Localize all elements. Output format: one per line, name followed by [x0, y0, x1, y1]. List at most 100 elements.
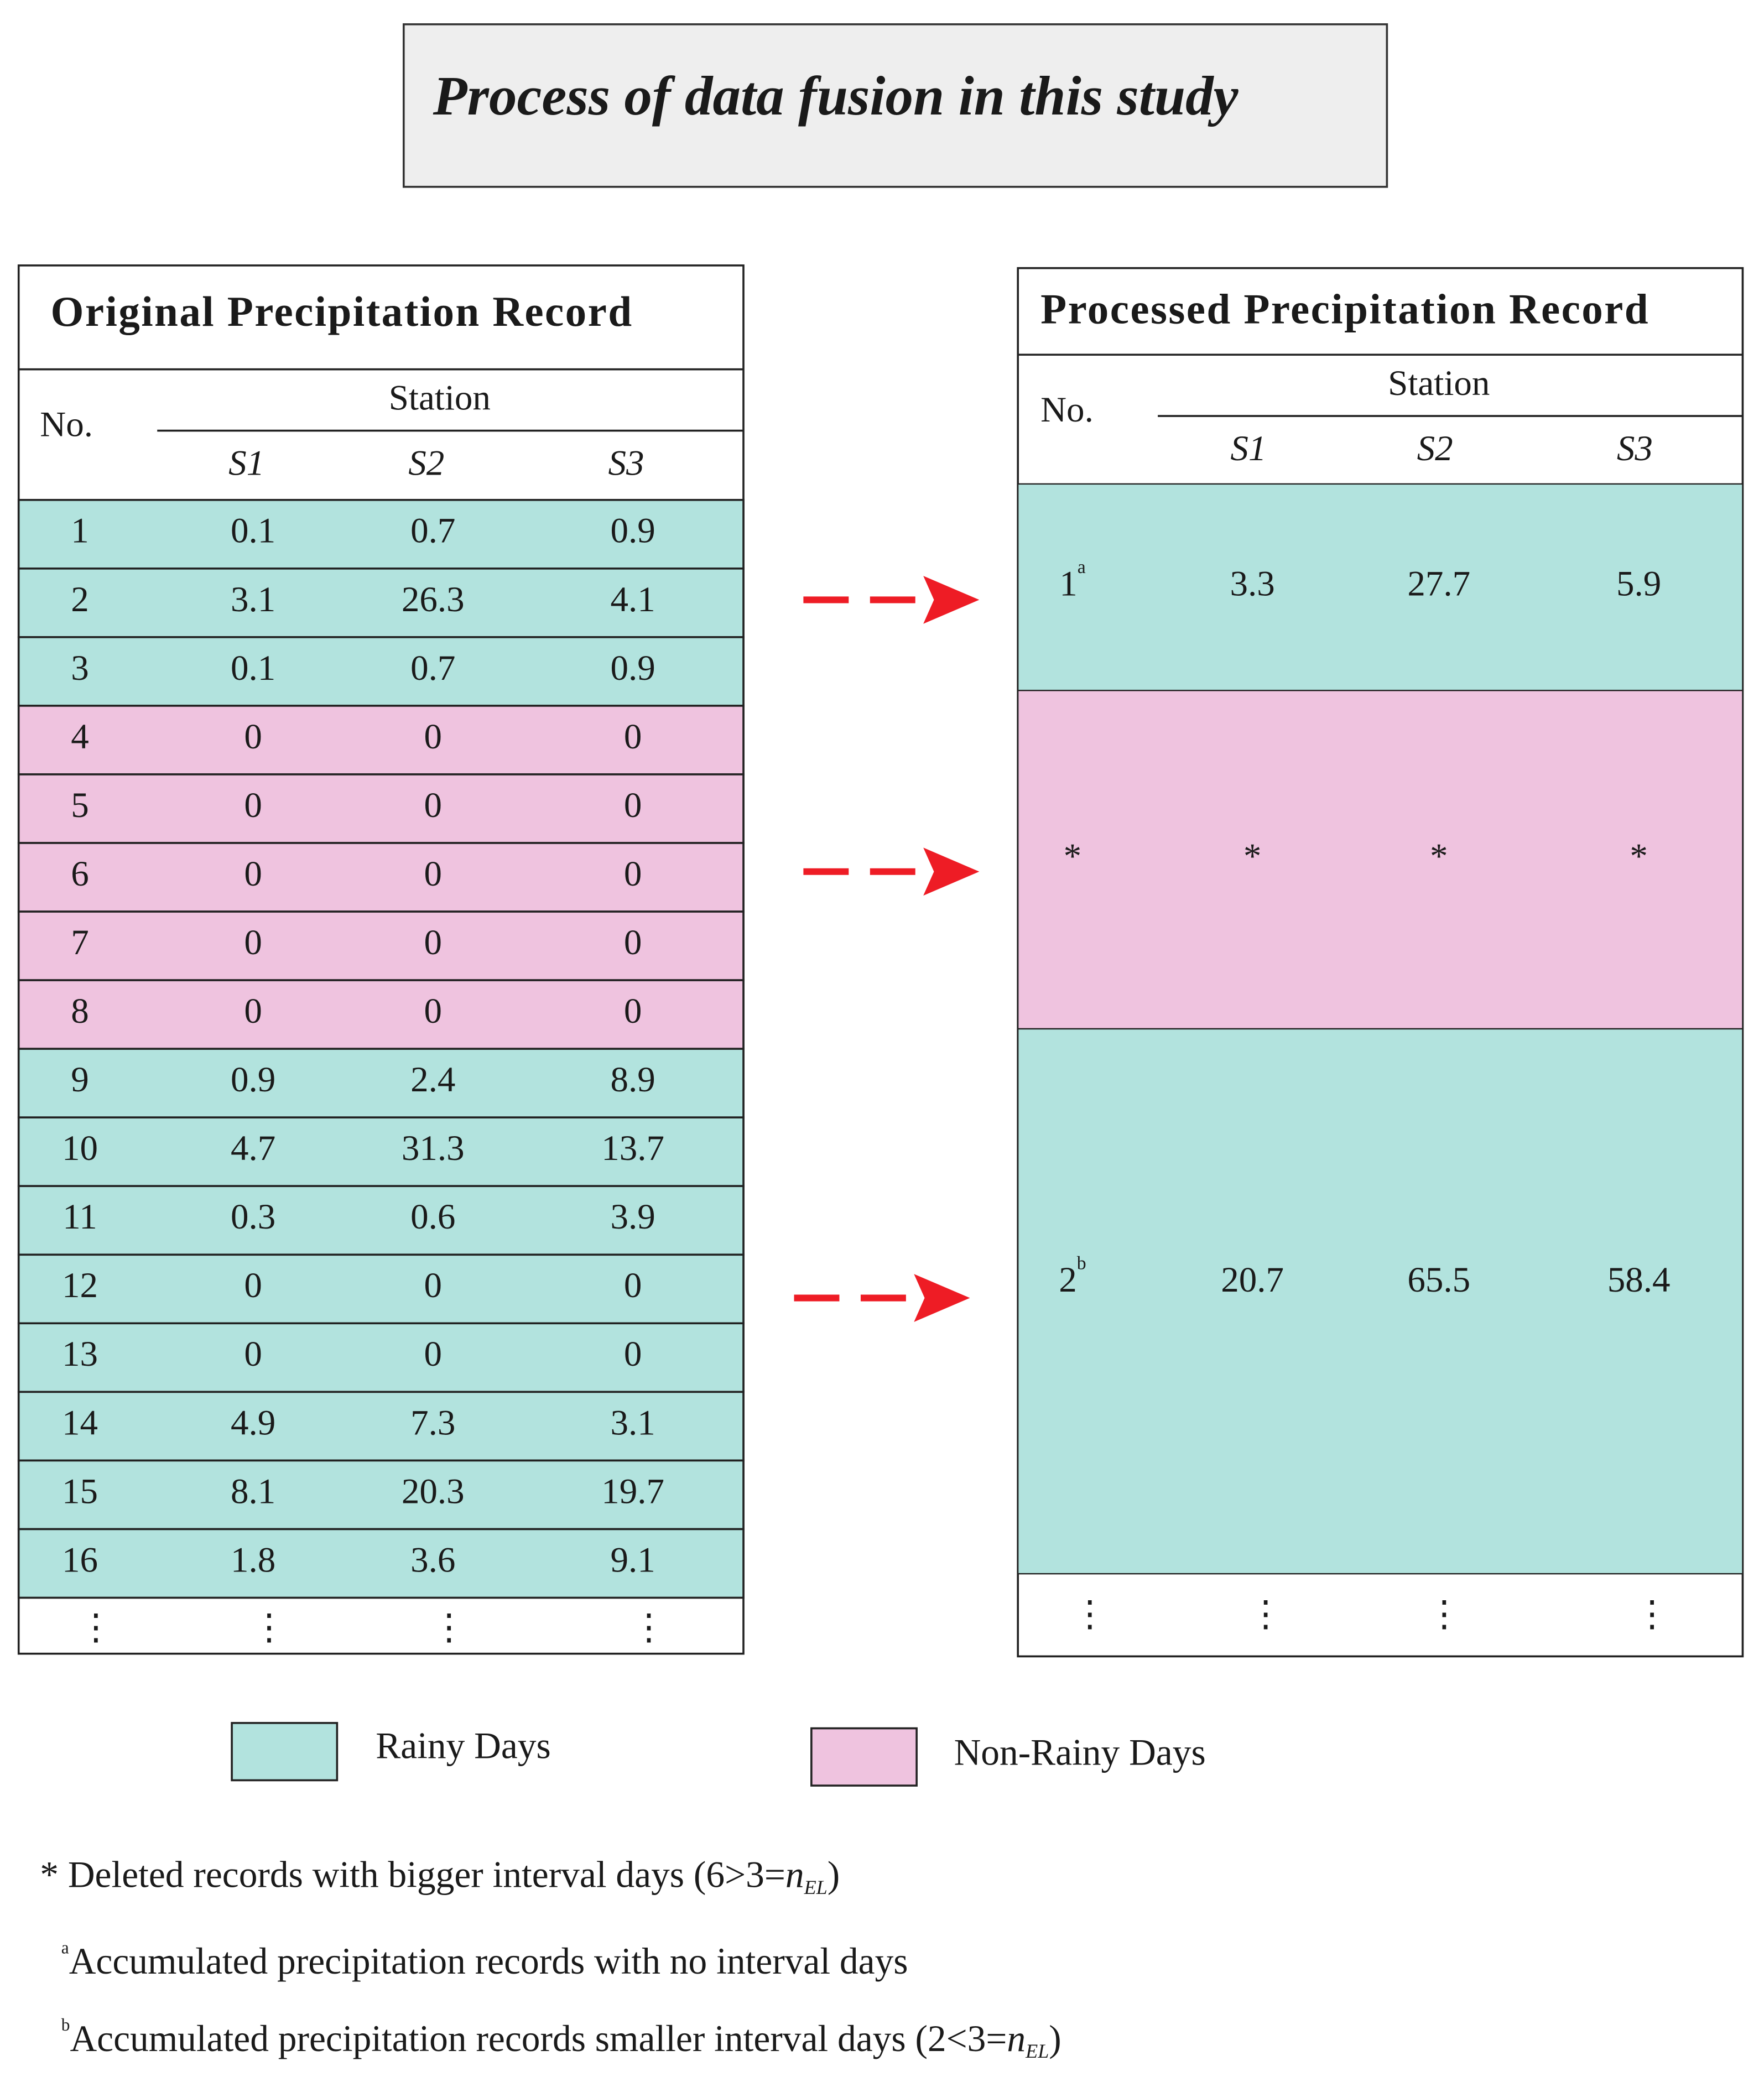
no-cell: 15	[62, 1471, 98, 1511]
row-bg	[17, 773, 745, 844]
value-cell: 0	[624, 923, 642, 962]
header-station-id: S1	[228, 443, 264, 483]
table-title: Original Precipitation Record	[51, 288, 633, 335]
row-bg	[17, 1048, 745, 1118]
value-cell: 0.3	[231, 1197, 275, 1237]
value-cell: *	[1243, 836, 1262, 876]
superscript: a	[1078, 557, 1086, 577]
value-cell: 0	[424, 991, 443, 1031]
value-cell: 0	[424, 717, 443, 757]
value-cell: 19.7	[601, 1471, 664, 1511]
ellipsis: ⋮	[78, 1608, 114, 1648]
row-bg	[17, 1116, 745, 1188]
value-cell: 8.9	[610, 1060, 655, 1100]
value-cell: 0.9	[610, 648, 655, 688]
value-cell: 0	[624, 785, 642, 825]
no-cell: *	[1064, 836, 1082, 876]
footnote-mark: b	[61, 2015, 70, 2034]
arrow-head	[914, 1274, 970, 1322]
value-cell: 0	[244, 1334, 262, 1374]
no-cell: 8	[71, 991, 89, 1031]
row-bg	[1017, 690, 1744, 1030]
no-cell: 4	[71, 717, 89, 757]
row-bg	[17, 636, 745, 707]
value-cell: 0	[244, 923, 262, 962]
header-station-id: S3	[608, 443, 644, 483]
value-cell: 0	[424, 1334, 443, 1374]
no-cell: 1	[71, 511, 89, 551]
value-cell: 0	[244, 991, 262, 1031]
value-cell: 0	[424, 785, 443, 825]
no-cell: 12	[62, 1266, 98, 1305]
no-text: *	[1064, 836, 1082, 876]
value-cell: 0	[424, 923, 443, 962]
header-station: Station	[1388, 363, 1490, 403]
value-cell: 0.1	[231, 648, 275, 688]
row-bg	[17, 979, 745, 1050]
row-bg	[17, 498, 745, 570]
row-bg	[1017, 1028, 1744, 1575]
value-cell: 1.8	[231, 1540, 275, 1580]
value-cell: 31.3	[402, 1128, 465, 1168]
no-cell: 1a	[1059, 557, 1086, 604]
value-cell: 0	[624, 854, 642, 894]
value-cell: 26.3	[402, 580, 465, 620]
ellipsis: ⋮	[1072, 1595, 1108, 1635]
value-cell: 0	[624, 991, 642, 1031]
row-bg	[17, 1459, 745, 1531]
row-bg	[1017, 483, 1744, 691]
no-cell: 11	[63, 1197, 97, 1237]
value-cell: 0	[424, 1266, 443, 1305]
no-cell: 16	[62, 1540, 98, 1580]
header-no: No.	[1040, 390, 1094, 430]
ellipsis: ⋮	[631, 1608, 667, 1648]
value-cell: 27.7	[1407, 564, 1470, 603]
row-bg	[17, 1391, 745, 1462]
value-cell: 4.1	[610, 580, 655, 620]
value-cell: 5.9	[1616, 564, 1661, 603]
header-station-id: S3	[1617, 429, 1653, 469]
value-cell: 0.6	[410, 1197, 455, 1237]
header-station-id: S2	[408, 443, 444, 483]
no-cell: 9	[71, 1060, 89, 1100]
value-cell: 0.7	[410, 648, 455, 688]
subscript: EL	[804, 1876, 828, 1898]
no-text: 1	[1059, 564, 1078, 603]
footnote-text: Accumulated precipitation records smalle…	[70, 2018, 1007, 2059]
no-cell: 7	[71, 923, 89, 962]
no-cell: 2	[71, 580, 89, 620]
value-cell: 0	[244, 785, 262, 825]
value-cell: 0	[244, 1266, 262, 1305]
value-cell: 20.3	[402, 1471, 465, 1511]
no-cell: 13	[62, 1334, 98, 1374]
variable: n	[1007, 2018, 1026, 2059]
value-cell: 4.9	[231, 1403, 275, 1443]
header-station-id: S1	[1230, 429, 1266, 469]
row-bg	[17, 842, 745, 913]
value-cell: *	[1630, 836, 1648, 876]
legend-label: Rainy Days	[376, 1725, 551, 1767]
value-cell: 0	[624, 1266, 642, 1305]
row-bg	[17, 705, 745, 776]
value-cell: 0	[624, 1334, 642, 1374]
value-cell: 7.3	[410, 1403, 455, 1443]
subscript: EL	[1025, 2041, 1049, 2063]
arrows	[794, 576, 980, 1322]
value-cell: 65.5	[1407, 1260, 1470, 1300]
no-cell: 10	[62, 1128, 98, 1168]
header-station-id: S2	[1417, 429, 1453, 469]
value-cell: 3.1	[610, 1403, 655, 1443]
value-cell: 20.7	[1221, 1260, 1284, 1300]
no-cell: 3	[71, 648, 89, 688]
ellipsis: ⋮	[251, 1608, 287, 1648]
superscript: b	[1077, 1253, 1086, 1273]
value-cell: 4.7	[231, 1128, 275, 1168]
footnote: bAccumulated precipitation records small…	[61, 2015, 1061, 2062]
ellipsis: ⋮	[431, 1608, 467, 1648]
variable: n	[785, 1854, 804, 1896]
row-bg	[17, 1528, 745, 1599]
value-cell: 3.6	[410, 1540, 455, 1580]
footnote-mark: *	[40, 1854, 59, 1896]
value-cell: 0	[624, 717, 642, 757]
